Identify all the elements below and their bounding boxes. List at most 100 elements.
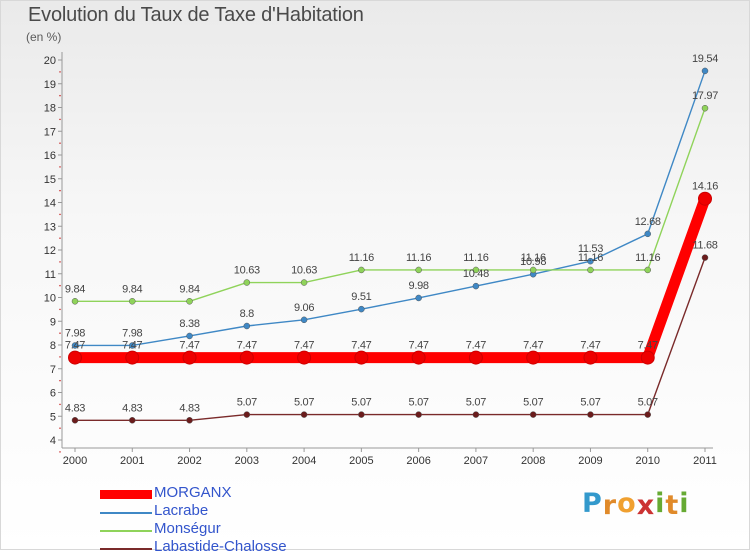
data-label: 5.07 bbox=[466, 397, 486, 409]
y-tick-label: 7 bbox=[50, 364, 56, 376]
data-point bbox=[186, 417, 193, 424]
data-point bbox=[358, 411, 365, 418]
data-point bbox=[698, 191, 712, 206]
data-point bbox=[701, 104, 709, 112]
data-label: 12.68 bbox=[635, 216, 661, 228]
data-point bbox=[587, 257, 594, 265]
logo-letter: t bbox=[665, 490, 680, 521]
data-point bbox=[472, 282, 480, 290]
x-tick-label: 2005 bbox=[349, 455, 373, 467]
x-tick-label: 2003 bbox=[235, 455, 259, 467]
y-tick-label: 10 bbox=[44, 293, 56, 305]
series-labastide-chalosse bbox=[71, 254, 709, 424]
y-minor-dot bbox=[59, 403, 61, 406]
data-label: 19.54 bbox=[692, 53, 718, 65]
series-morganx bbox=[68, 191, 712, 365]
data-label: 4.83 bbox=[122, 402, 142, 414]
data-label: 5.07 bbox=[638, 397, 658, 409]
y-tick-label: 20 bbox=[44, 55, 56, 67]
x-tick-label: 2010 bbox=[635, 455, 659, 467]
data-point bbox=[358, 266, 365, 274]
logo-letter: r bbox=[602, 490, 618, 521]
data-point bbox=[411, 350, 426, 365]
logo-letter: i bbox=[679, 488, 690, 519]
series-layer bbox=[68, 67, 712, 424]
x-tick-label: 2011 bbox=[693, 455, 717, 467]
x-tick-label: 2004 bbox=[292, 455, 316, 467]
chart-title: Evolution du Taux de Taxe d'Habitation bbox=[28, 4, 364, 26]
x-tick-label: 2007 bbox=[464, 455, 488, 467]
data-label: 5.07 bbox=[409, 397, 429, 409]
data-point bbox=[644, 266, 651, 274]
data-point bbox=[300, 411, 308, 418]
data-label: 11.16 bbox=[349, 252, 374, 264]
legend-label: Labastide-Chalosse bbox=[154, 538, 287, 555]
data-label: 7.47 bbox=[580, 340, 600, 352]
x-tick-label: 2006 bbox=[406, 455, 430, 467]
series-line bbox=[75, 107, 706, 302]
logo-letter: i bbox=[655, 488, 666, 519]
series-line bbox=[75, 257, 706, 421]
axes: 4 5 6 7 8 9 10 11 12 13 14 15 16 17 18 19 20 2000 2001 2002… bbox=[44, 52, 717, 467]
data-label: 11.53 bbox=[578, 243, 603, 255]
data-point bbox=[129, 298, 136, 305]
data-point bbox=[243, 279, 251, 286]
y-minor-dot bbox=[59, 379, 61, 382]
series-line bbox=[75, 196, 711, 364]
data-point bbox=[468, 350, 483, 365]
data-label: 9.98 bbox=[409, 280, 429, 292]
x-tick-label: 2001 bbox=[120, 455, 144, 467]
series-mons-gur bbox=[71, 104, 709, 305]
data-point bbox=[640, 350, 655, 365]
data-label: 11.16 bbox=[635, 252, 660, 264]
data-point bbox=[358, 305, 365, 313]
data-label: 5.07 bbox=[294, 397, 314, 409]
y-minor-dot bbox=[59, 237, 61, 239]
y-tick-label: 15 bbox=[44, 174, 56, 186]
data-label: 7.47 bbox=[409, 340, 429, 352]
data-label: 7.47 bbox=[65, 340, 85, 352]
logo-letter: x bbox=[636, 490, 656, 521]
data-point bbox=[125, 350, 140, 365]
y-minor-dot bbox=[59, 332, 61, 334]
data-label: 11.16 bbox=[406, 252, 431, 264]
legend-swatch bbox=[100, 490, 152, 499]
y-tick-label: 14 bbox=[44, 198, 56, 210]
y-minor-dot bbox=[59, 71, 61, 73]
data-label: 9.06 bbox=[294, 302, 314, 314]
data-point bbox=[243, 322, 251, 330]
data-point bbox=[644, 411, 651, 418]
logo-letter: P bbox=[582, 488, 603, 519]
data-label: 5.07 bbox=[351, 397, 371, 409]
data-point bbox=[300, 316, 308, 324]
data-label: 11.68 bbox=[692, 240, 717, 252]
data-label: 7.47 bbox=[294, 340, 314, 352]
data-point bbox=[415, 294, 422, 302]
series-line bbox=[75, 70, 706, 347]
data-label: 7.47 bbox=[523, 340, 543, 352]
legend-label: Lacrabe bbox=[154, 502, 209, 519]
legend-label: MORGANX bbox=[154, 484, 232, 501]
data-label: 17.97 bbox=[692, 90, 718, 102]
data-point bbox=[472, 266, 480, 274]
y-tick-label: 19 bbox=[44, 79, 56, 91]
data-point bbox=[583, 350, 598, 365]
series-lacrabe bbox=[71, 67, 709, 349]
data-point bbox=[529, 411, 537, 418]
data-label: 11.16 bbox=[463, 252, 488, 264]
data-point bbox=[71, 342, 79, 349]
data-point bbox=[587, 411, 594, 418]
data-label: 10.48 bbox=[463, 268, 489, 280]
y-minor-dot bbox=[59, 213, 61, 216]
proxiti-logo: Proxiti bbox=[582, 488, 690, 521]
y-tick-label: 11 bbox=[45, 269, 56, 281]
data-label: 4.83 bbox=[65, 402, 85, 414]
data-point bbox=[529, 266, 537, 274]
y-tick-label: 13 bbox=[44, 221, 56, 233]
data-label: 9.84 bbox=[65, 283, 85, 295]
data-label: 9.51 bbox=[351, 291, 371, 303]
y-minor-dot bbox=[59, 427, 61, 429]
y-minor-dot bbox=[59, 284, 61, 287]
data-point bbox=[186, 298, 193, 305]
